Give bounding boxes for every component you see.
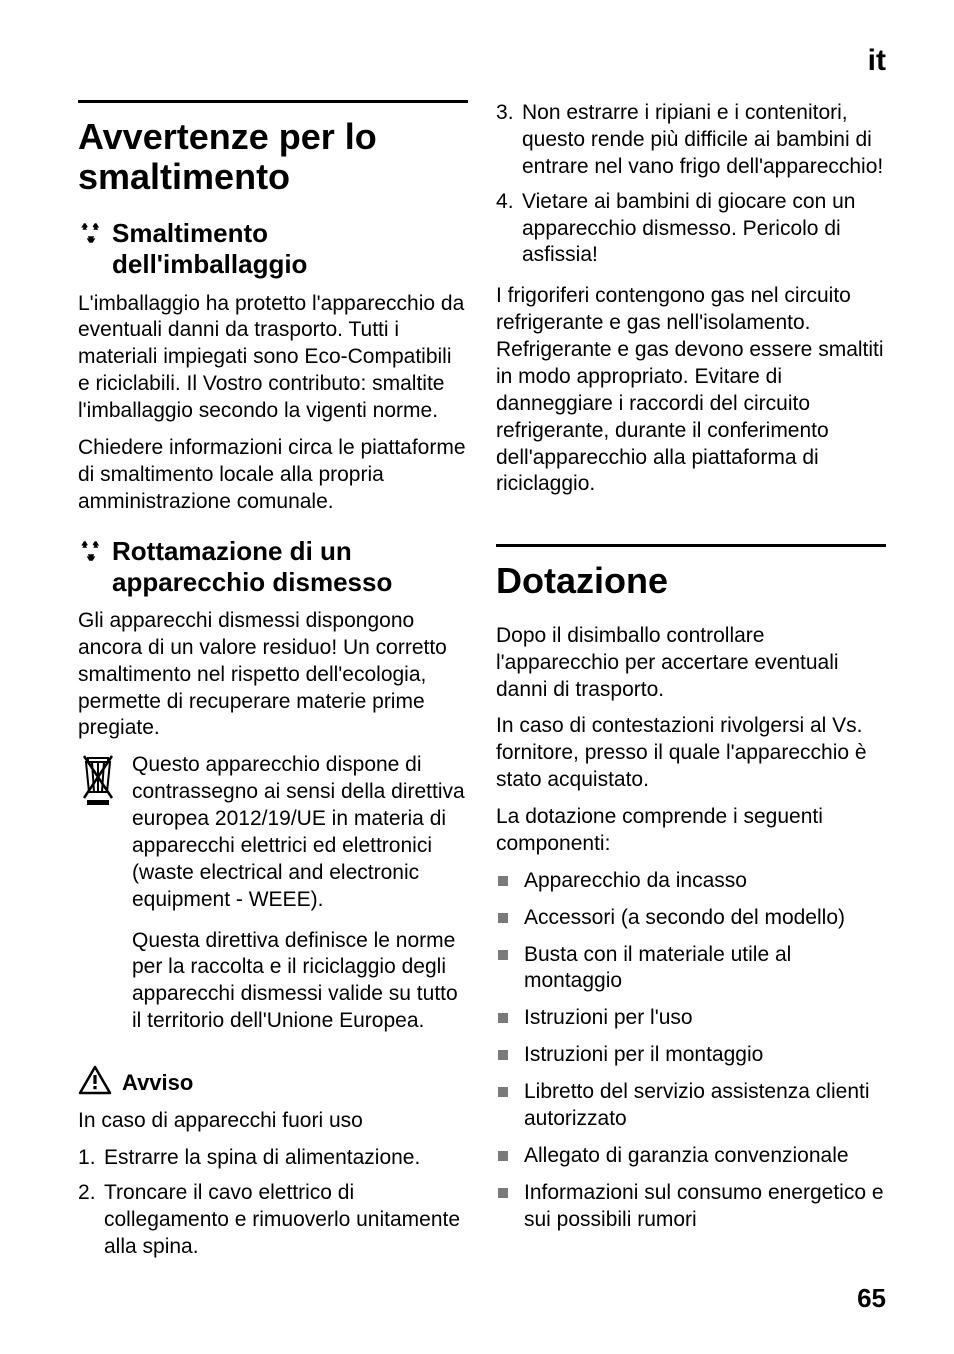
list-item: Informazioni sul consumo energetico e su… (496, 1180, 886, 1234)
subheading-text: Rottamazione di un apparecchio dismesso (112, 536, 468, 598)
recycle-icon (78, 538, 104, 571)
body-text: Questa direttiva definisce le norme per … (132, 928, 468, 1036)
warning-icon (78, 1065, 112, 1100)
page-number: 65 (857, 1283, 886, 1314)
two-column-layout: Avvertenze per lo smaltimento Smaltiment… (78, 100, 886, 1268)
language-code: it (868, 44, 886, 78)
section-title-disposal: Avvertenze per lo smaltimento (78, 117, 468, 196)
list-item: Non estrarre i ripiani e i contenitori, … (496, 100, 886, 181)
list-item: Vietare ai bambini di giocare con un app… (496, 189, 886, 270)
recycle-icon (78, 220, 104, 253)
body-text: Chiedere informazioni circa le piattafor… (78, 435, 468, 516)
subheading-packaging-disposal: Smaltimento dell'imballaggio (78, 218, 468, 280)
weee-icon (78, 752, 118, 1049)
numbered-list: Estrarre la spina di alimentazione. Tron… (78, 1145, 468, 1269)
list-item: Accessori (a secondo del modello) (496, 905, 886, 932)
weee-text: Questo apparecchio dispone di contrasseg… (132, 752, 468, 1049)
section-divider (496, 544, 886, 547)
body-text: In caso di contestazioni rivolgersi al V… (496, 713, 886, 794)
body-text: La dotazione comprende i seguenti compon… (496, 804, 886, 858)
body-text: I frigoriferi contengono gas nel circuit… (496, 283, 886, 498)
list-item: Allegato di garanzia convenzionale (496, 1143, 886, 1170)
right-column: Non estrarre i ripiani e i contenitori, … (496, 100, 886, 1268)
body-text: Gli apparecchi dismessi dispongono ancor… (78, 608, 468, 742)
body-text: In caso di apparecchi fuori uso (78, 1108, 468, 1135)
list-item: Troncare il cavo elettrico di collegamen… (78, 1180, 468, 1261)
section-divider (78, 100, 468, 103)
list-item: Istruzioni per il montaggio (496, 1042, 886, 1069)
body-text: L'imballaggio ha protetto l'apparecchio … (78, 291, 468, 425)
subheading-appliance-scrapping: Rottamazione di un apparecchio dismesso (78, 536, 468, 598)
list-item: Istruzioni per l'uso (496, 1005, 886, 1032)
list-item: Estrarre la spina di alimentazione. (78, 1145, 468, 1172)
bullet-list: Apparecchio da incasso Accessori (a seco… (496, 868, 886, 1244)
body-text: Dopo il disimballo controllare l'apparec… (496, 623, 886, 704)
warning-label: Avviso (122, 1070, 193, 1096)
subheading-text: Smaltimento dell'imballaggio (112, 218, 468, 280)
left-column: Avvertenze per lo smaltimento Smaltiment… (78, 100, 468, 1268)
warning-heading: Avviso (78, 1065, 468, 1100)
list-item: Libretto del servizio assistenza clienti… (496, 1079, 886, 1133)
list-item: Apparecchio da incasso (496, 868, 886, 895)
body-text: Questo apparecchio dispone di contrasseg… (132, 752, 468, 913)
weee-block: Questo apparecchio dispone di contrasseg… (78, 752, 468, 1049)
numbered-list-continued: Non estrarre i ripiani e i contenitori, … (496, 100, 886, 277)
section-title-dotazione: Dotazione (496, 561, 886, 601)
list-item: Busta con il materiale utile al montaggi… (496, 942, 886, 996)
